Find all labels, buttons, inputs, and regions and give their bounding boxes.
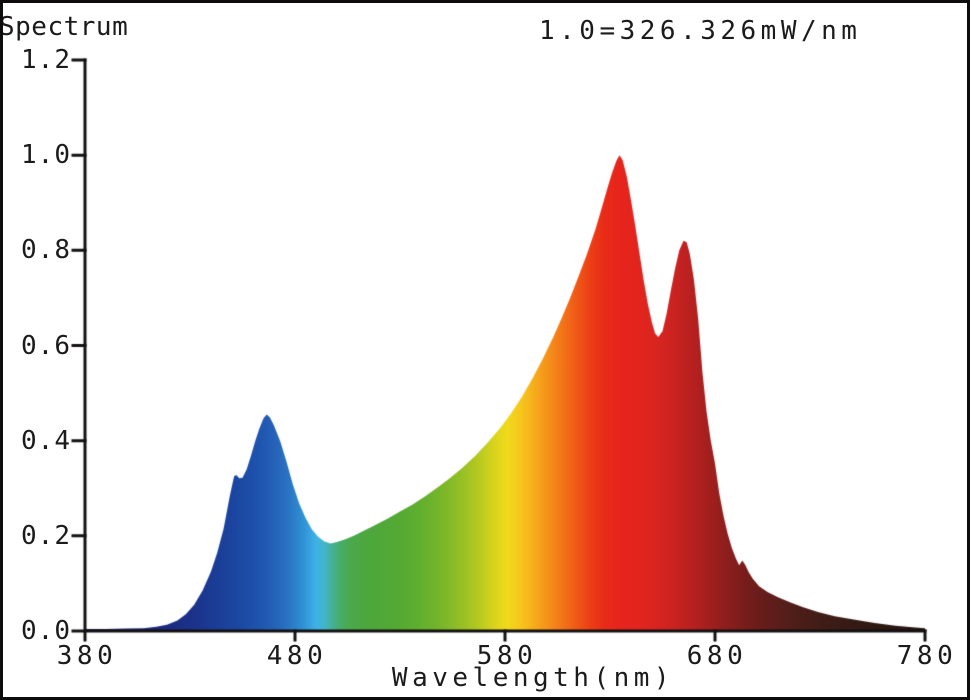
y-tick-label: 1.0 [21, 140, 71, 171]
x-tick-label: 580 [476, 641, 538, 671]
x-tick-label: 480 [266, 641, 328, 671]
x-tick-label: 380 [56, 641, 118, 671]
y-tick-label: 0.0 [21, 616, 71, 646]
y-tick-label: 0.4 [21, 425, 71, 456]
y-tick-label: 0.6 [21, 330, 71, 361]
y-tick-label: 0.2 [21, 520, 71, 551]
x-axis-title: Wavelength(nm) [391, 663, 675, 693]
spectrum-curve-canvas [3, 3, 967, 697]
y-tick-label: 1.2 [21, 45, 71, 75]
scale-note: 1.0=326.326mW/nm [539, 16, 862, 46]
x-tick-label: 680 [686, 641, 748, 671]
chart-title: Spectrum [0, 12, 129, 42]
y-tick-label: 0.8 [21, 235, 71, 266]
x-tick-label: 780 [896, 641, 958, 671]
